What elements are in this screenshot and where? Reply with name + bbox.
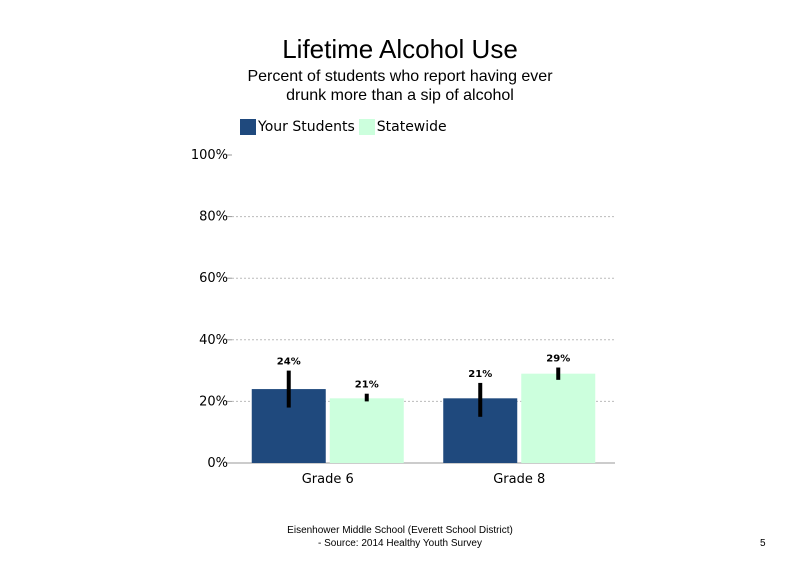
y-tick-label: 20% — [199, 394, 228, 409]
data-label: 21% — [355, 380, 379, 391]
footer-source: - Source: 2014 Healthy Youth Survey — [318, 538, 482, 549]
bar-statewide — [329, 398, 404, 463]
legend-item-statewide: Statewide — [358, 119, 447, 135]
y-tick-label: 60% — [199, 271, 228, 286]
legend-label-statewide: Statewide — [376, 119, 447, 135]
data-label: 29% — [546, 354, 570, 365]
footer-school: Eisenhower Middle School (Everett School… — [287, 525, 513, 536]
chart-subtitle: Percent of students who report having ev… — [247, 68, 553, 104]
legend-swatch-statewide — [358, 119, 375, 135]
x-tick-label: Grade 8 — [493, 472, 545, 487]
x-tick-label: Grade 6 — [302, 472, 354, 487]
legend-item-your-students: Your Students — [240, 119, 355, 135]
y-tick-label: 80% — [199, 210, 228, 225]
footer: Eisenhower Middle School (Everett School… — [250, 524, 550, 550]
data-label: 24% — [277, 357, 301, 368]
data-label: 21% — [468, 369, 492, 380]
page-number: 5 — [760, 538, 766, 549]
y-tick-label: 40% — [199, 333, 228, 348]
y-tick-label: 0% — [207, 456, 228, 471]
chart-title: Lifetime Alcohol Use — [282, 34, 518, 64]
y-tick-label: 100% — [191, 148, 228, 163]
legend-swatch-your-students — [240, 119, 256, 135]
legend-label-your-students: Your Students — [258, 119, 355, 135]
legend: Your Students Statewide — [240, 118, 447, 136]
bar-statewide — [521, 373, 596, 463]
